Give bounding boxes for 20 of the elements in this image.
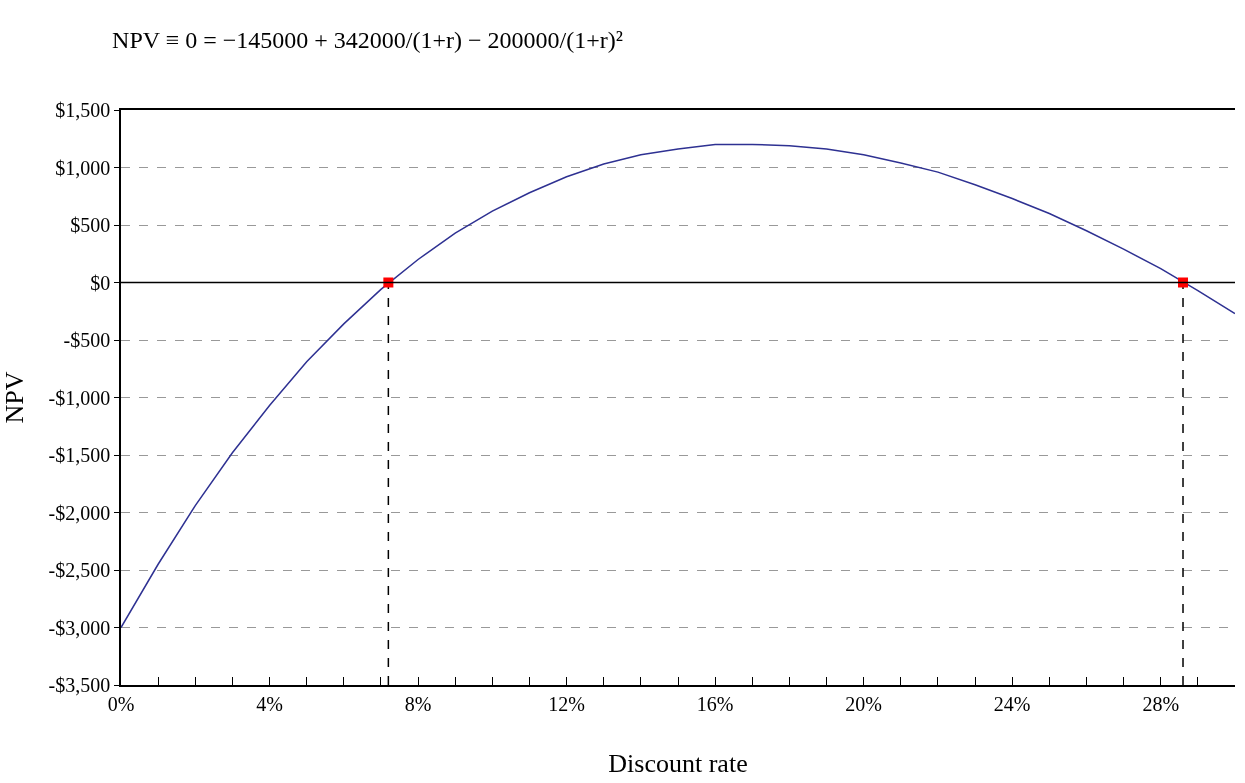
y-tick-label: $500 <box>70 214 111 236</box>
y-tick-label: $1,500 <box>55 99 111 121</box>
x-axis-title: Discount rate <box>608 748 748 778</box>
y-tick-label: -$2,500 <box>48 559 111 581</box>
y-tick-label: $1,000 <box>55 156 111 179</box>
chart-title: NPV ≡ 0 = −145000 + 342000/(1+r) − 200000/(1+r)² <box>112 27 623 54</box>
x-tick-label: 24% <box>993 692 1031 715</box>
y-tick-label: -$1,000 <box>48 386 111 409</box>
x-tick-label: 8% <box>404 692 432 715</box>
y-axis-title: NPV <box>0 371 29 424</box>
y-tick-label: -$3,000 <box>48 616 111 639</box>
y-tick-label: -$2,000 <box>48 501 111 524</box>
x-tick-label: 16% <box>696 692 734 715</box>
x-tick-label: 12% <box>548 692 585 715</box>
x-tick-label: 28% <box>1142 692 1180 715</box>
y-tick-label: $0 <box>90 271 111 294</box>
y-tick-label: -$1,500 <box>48 444 111 466</box>
y-tick-label: -$500 <box>63 329 111 351</box>
x-tick-label: 4% <box>256 692 283 715</box>
x-tick-label: 20% <box>845 692 883 715</box>
